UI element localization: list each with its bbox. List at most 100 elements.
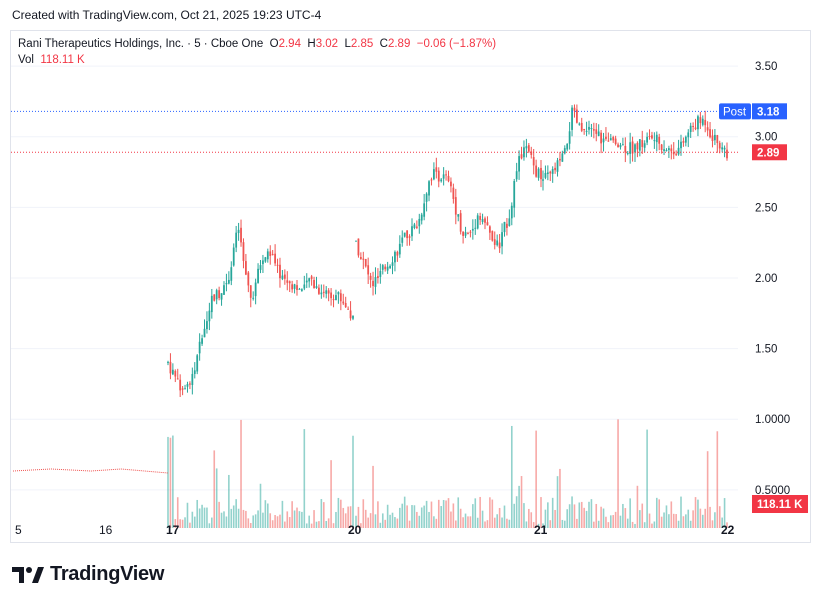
volume-bar: [525, 521, 528, 528]
volume-bar: [484, 521, 486, 528]
candle-body: [210, 295, 213, 313]
volume-bar: [716, 431, 719, 528]
candle-body: [179, 379, 182, 391]
candle-body: [389, 265, 391, 269]
candle-body: [563, 148, 566, 154]
volume-bar: [313, 510, 315, 528]
volume-bar: [425, 500, 428, 528]
candle-body: [471, 228, 474, 231]
volume-bar: [327, 518, 330, 528]
last-price-label-bg: [752, 144, 787, 161]
candle-body: [474, 227, 477, 229]
candle-body: [588, 126, 590, 130]
x-tick-label: 20: [348, 523, 362, 537]
candle-body: [454, 197, 457, 215]
candle-body: [208, 310, 211, 322]
volume-bar: [355, 515, 357, 528]
volume-bar: [718, 506, 721, 528]
candle-body: [503, 221, 506, 233]
candle-body: [344, 303, 347, 308]
candle-body: [391, 262, 394, 266]
candle-body: [322, 291, 325, 293]
volume-bar: [542, 523, 544, 528]
volume-bar: [225, 516, 228, 528]
open-label: O: [269, 38, 279, 50]
volume-bar: [269, 513, 272, 528]
close-value: 2.89: [387, 38, 411, 50]
candle-body: [689, 125, 692, 133]
candle-body: [682, 141, 685, 143]
volume-bar: [220, 512, 223, 528]
candle-body: [508, 218, 511, 226]
candle-body: [401, 237, 404, 243]
volume-bar: [537, 523, 540, 528]
candle-body: [554, 167, 557, 171]
volume-bar: [318, 521, 320, 528]
volume-bar: [600, 506, 602, 528]
price-tick-label: 3.00: [755, 132, 777, 144]
candle-body: [227, 279, 230, 284]
candle-body: [269, 251, 272, 256]
volume-bar: [687, 509, 690, 528]
volume-bar: [367, 517, 369, 528]
candle-body: [660, 144, 663, 150]
candle-body: [597, 131, 600, 136]
tradingview-logo[interactable]: TradingView: [12, 563, 164, 586]
candle-body: [532, 157, 535, 166]
candle-body: [687, 132, 690, 138]
volume-bar: [196, 499, 199, 528]
volume-bar: [583, 507, 585, 528]
candle-body: [259, 265, 262, 270]
volume-bar: [391, 512, 394, 528]
volume-bar: [706, 451, 709, 528]
candle-body: [626, 152, 629, 154]
volume-bar: [578, 502, 581, 528]
candle-body: [680, 141, 682, 149]
volume-bar: [203, 507, 206, 528]
volume-bar: [711, 520, 714, 528]
volume-bar: [641, 503, 644, 528]
volume-bar: [267, 503, 269, 528]
candle-body: [174, 370, 177, 377]
candle-body: [580, 122, 583, 131]
volume-bar: [191, 511, 194, 528]
chart-canvas[interactable]: 3.50 3.00 2.50 2.00 1.50 1.0000 0.5000 Post 3.18…: [11, 31, 810, 542]
volume-bar: [726, 522, 728, 528]
volume-bar: [252, 515, 254, 528]
candle-body: [583, 128, 586, 131]
candle-body: [279, 264, 281, 279]
volume-bar: [655, 497, 658, 528]
candle-body: [303, 284, 306, 289]
volume-bar: [648, 513, 651, 528]
x-tick-label: 5: [15, 523, 22, 537]
chart-frame[interactable]: 3.50 3.00 2.50 2.00 1.50 1.0000 0.5000 Post 3.18…: [10, 30, 811, 543]
volume-bar: [496, 514, 498, 528]
volume-bar: [624, 508, 627, 528]
candle-body: [191, 373, 194, 385]
candle-body: [481, 219, 484, 222]
candle-body: [335, 295, 337, 301]
candle-body: [308, 278, 311, 282]
volume-bar: [665, 505, 668, 528]
candle-body: [271, 254, 274, 256]
candle-body: [406, 230, 409, 239]
volume-bar: [515, 496, 518, 528]
volume-bar: [653, 521, 656, 528]
volume-bar: [523, 503, 525, 528]
volume-bar: [386, 504, 389, 528]
volume-bar: [694, 497, 697, 528]
volume-bar: [416, 511, 418, 528]
candle-body: [496, 240, 499, 246]
candle-body: [235, 232, 238, 248]
volume-bar: [568, 504, 571, 528]
volume-bar: [232, 505, 235, 528]
candle-body: [641, 140, 644, 147]
candle-body: [540, 167, 542, 180]
post-price-label: 3.18: [757, 106, 780, 118]
volume-bar: [597, 520, 600, 528]
volume-bar: [184, 517, 186, 528]
volume-bar: [450, 511, 452, 528]
volume-value: 118.11 K: [40, 54, 85, 66]
candle-body: [281, 275, 284, 279]
volume-bar: [588, 501, 590, 528]
